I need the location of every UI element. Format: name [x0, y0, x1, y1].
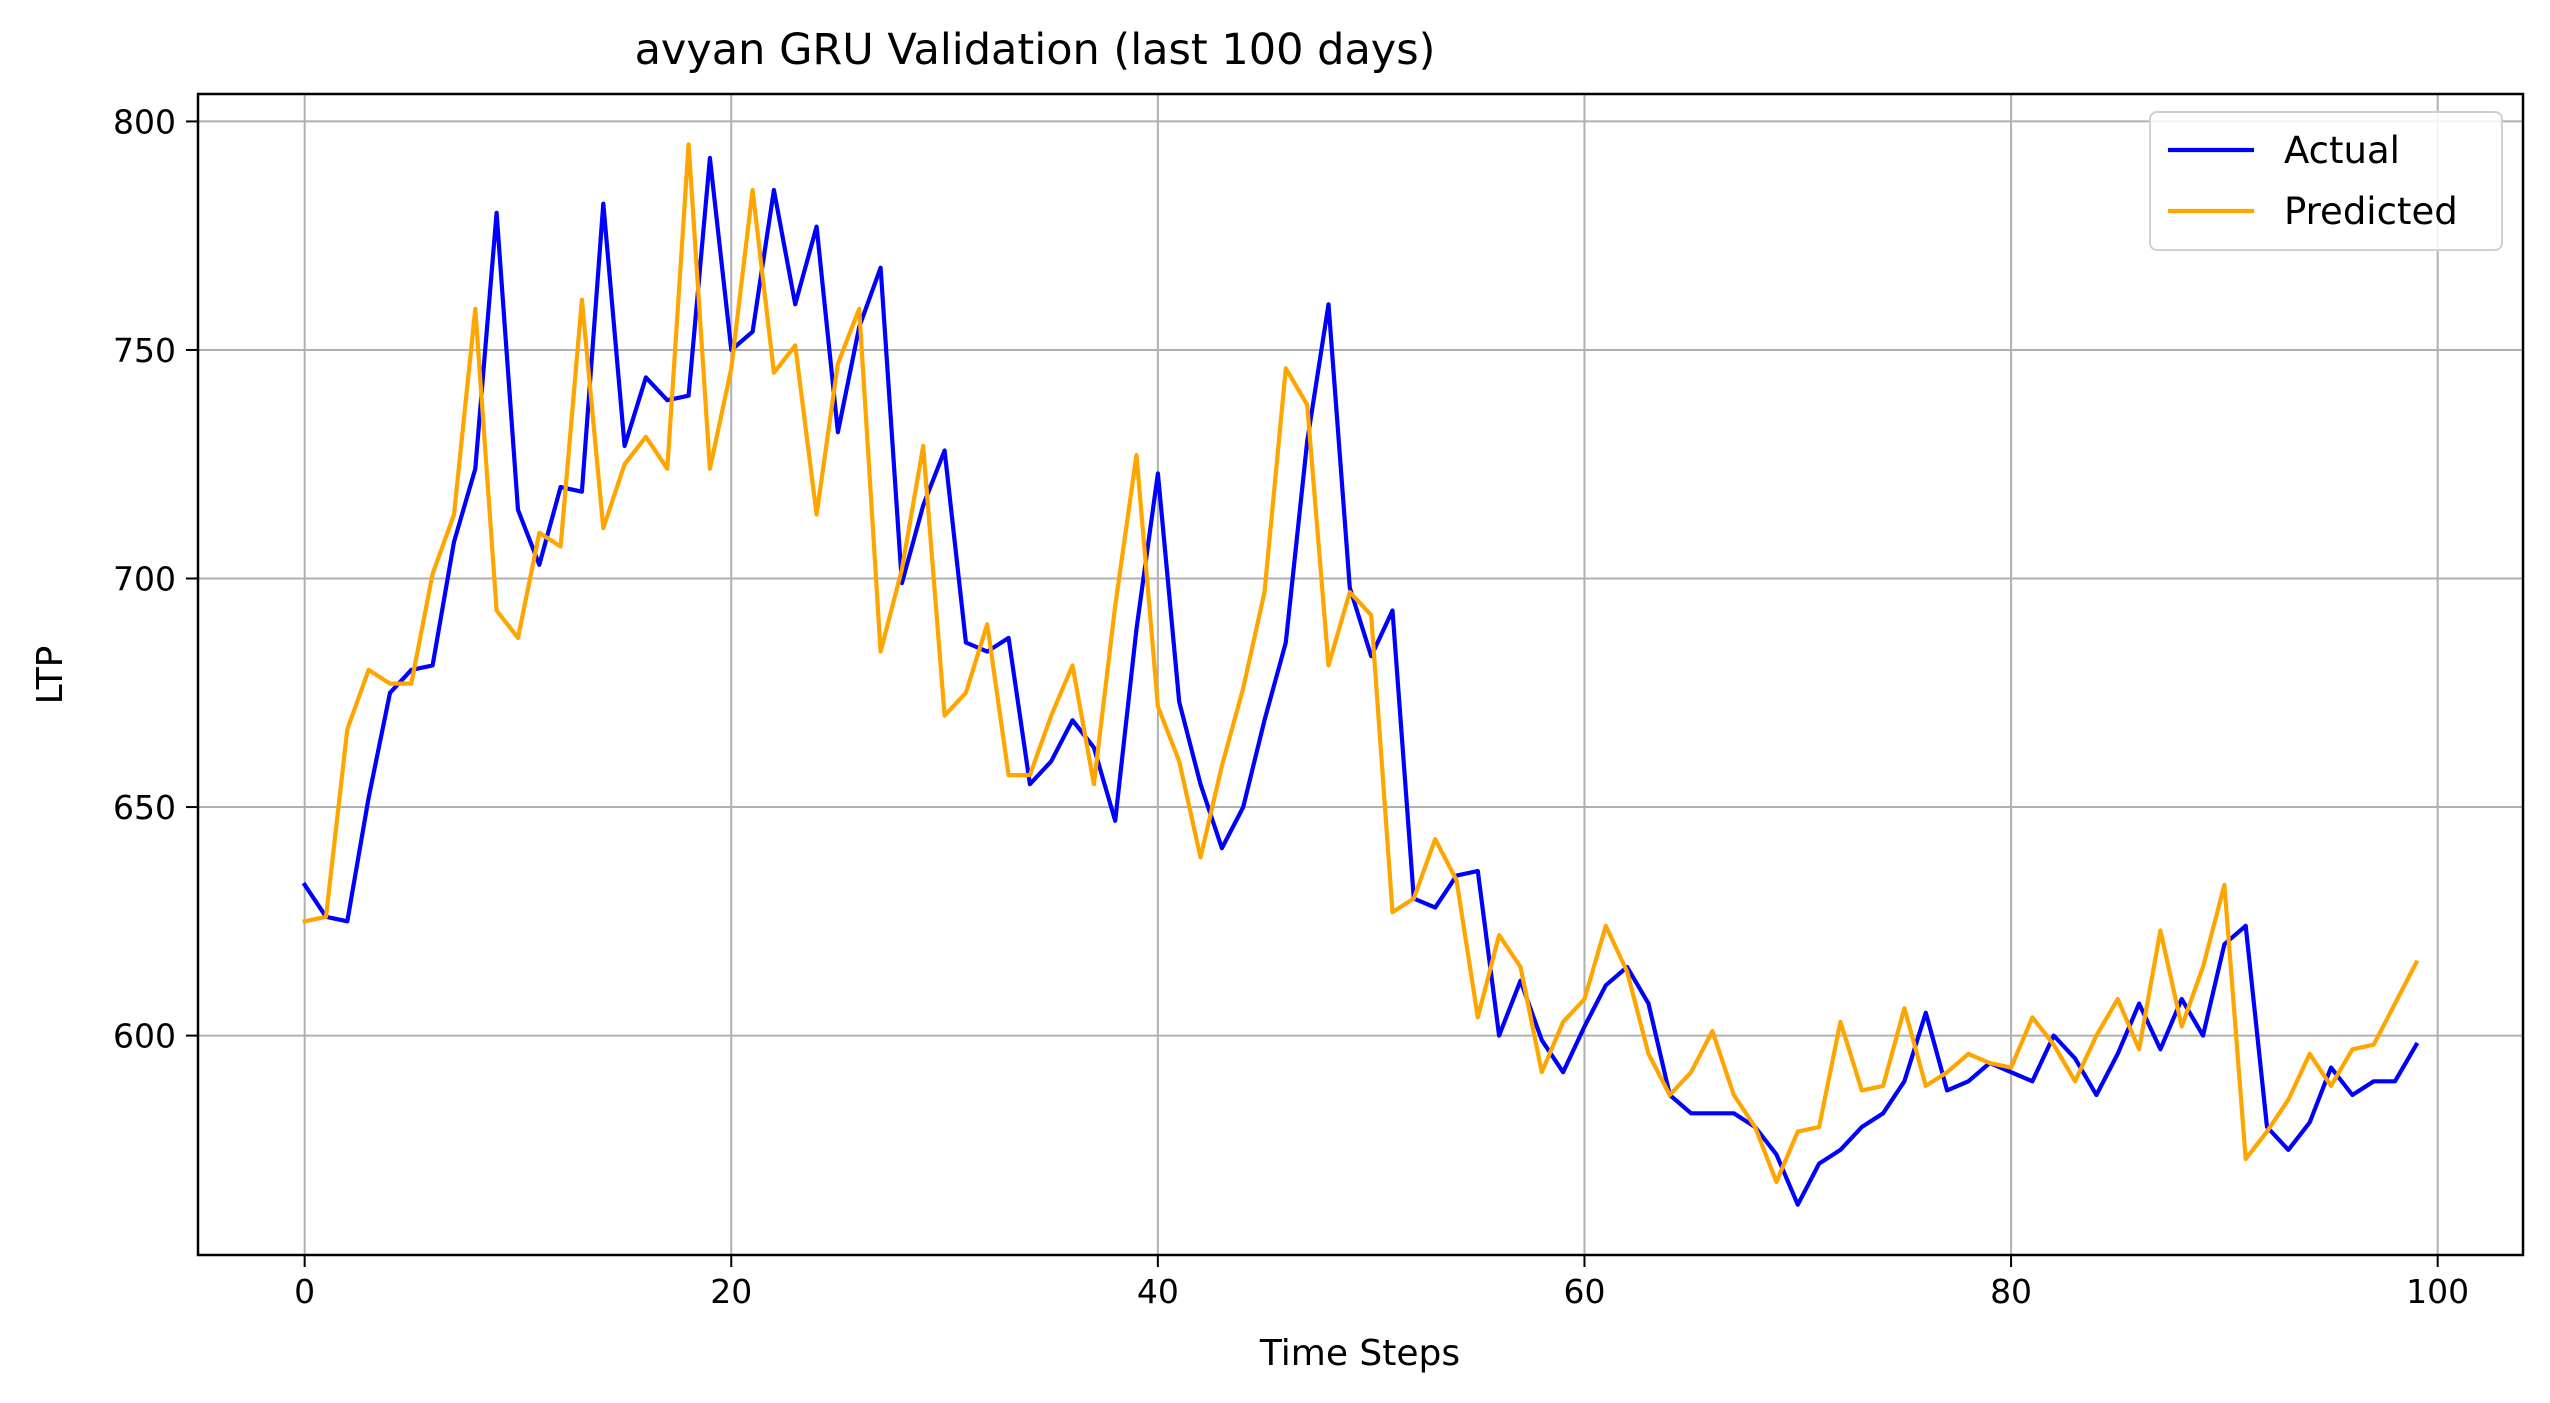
x-tick-label: 60	[1563, 1272, 1605, 1311]
legend-box	[2149, 111, 2503, 251]
x-tick-label: 0	[294, 1272, 315, 1311]
legend: Actual Predicted	[2149, 111, 2503, 251]
legend-label-actual: Actual	[2284, 129, 2400, 172]
y-tick-label: 800	[113, 102, 176, 141]
series-lines	[301, 142, 2420, 1207]
x-tick-label: 40	[1137, 1272, 1179, 1311]
x-axis-label: Time Steps	[1259, 1333, 1460, 1374]
y-tick-label: 700	[113, 560, 176, 599]
axis-ticks: 0 20 40 60 80 100 600 650 700 750 800	[113, 102, 2469, 1311]
plot-frame	[196, 92, 2525, 1257]
x-tick-label: 20	[710, 1272, 752, 1311]
y-tick-label: 650	[113, 788, 176, 827]
y-tick-label: 750	[113, 331, 176, 370]
y-tick-label: 600	[113, 1017, 176, 1056]
chart-title: avyan GRU Validation (last 100 days)	[635, 25, 1436, 75]
series-line-actual	[301, 155, 2420, 1207]
y-axis-label: LTP	[30, 646, 71, 705]
series-line-predicted	[302, 142, 2420, 1185]
legend-label-predicted: Predicted	[2284, 190, 2458, 233]
x-tick-label: 80	[1990, 1272, 2032, 1311]
x-tick-label: 100	[2406, 1272, 2469, 1311]
